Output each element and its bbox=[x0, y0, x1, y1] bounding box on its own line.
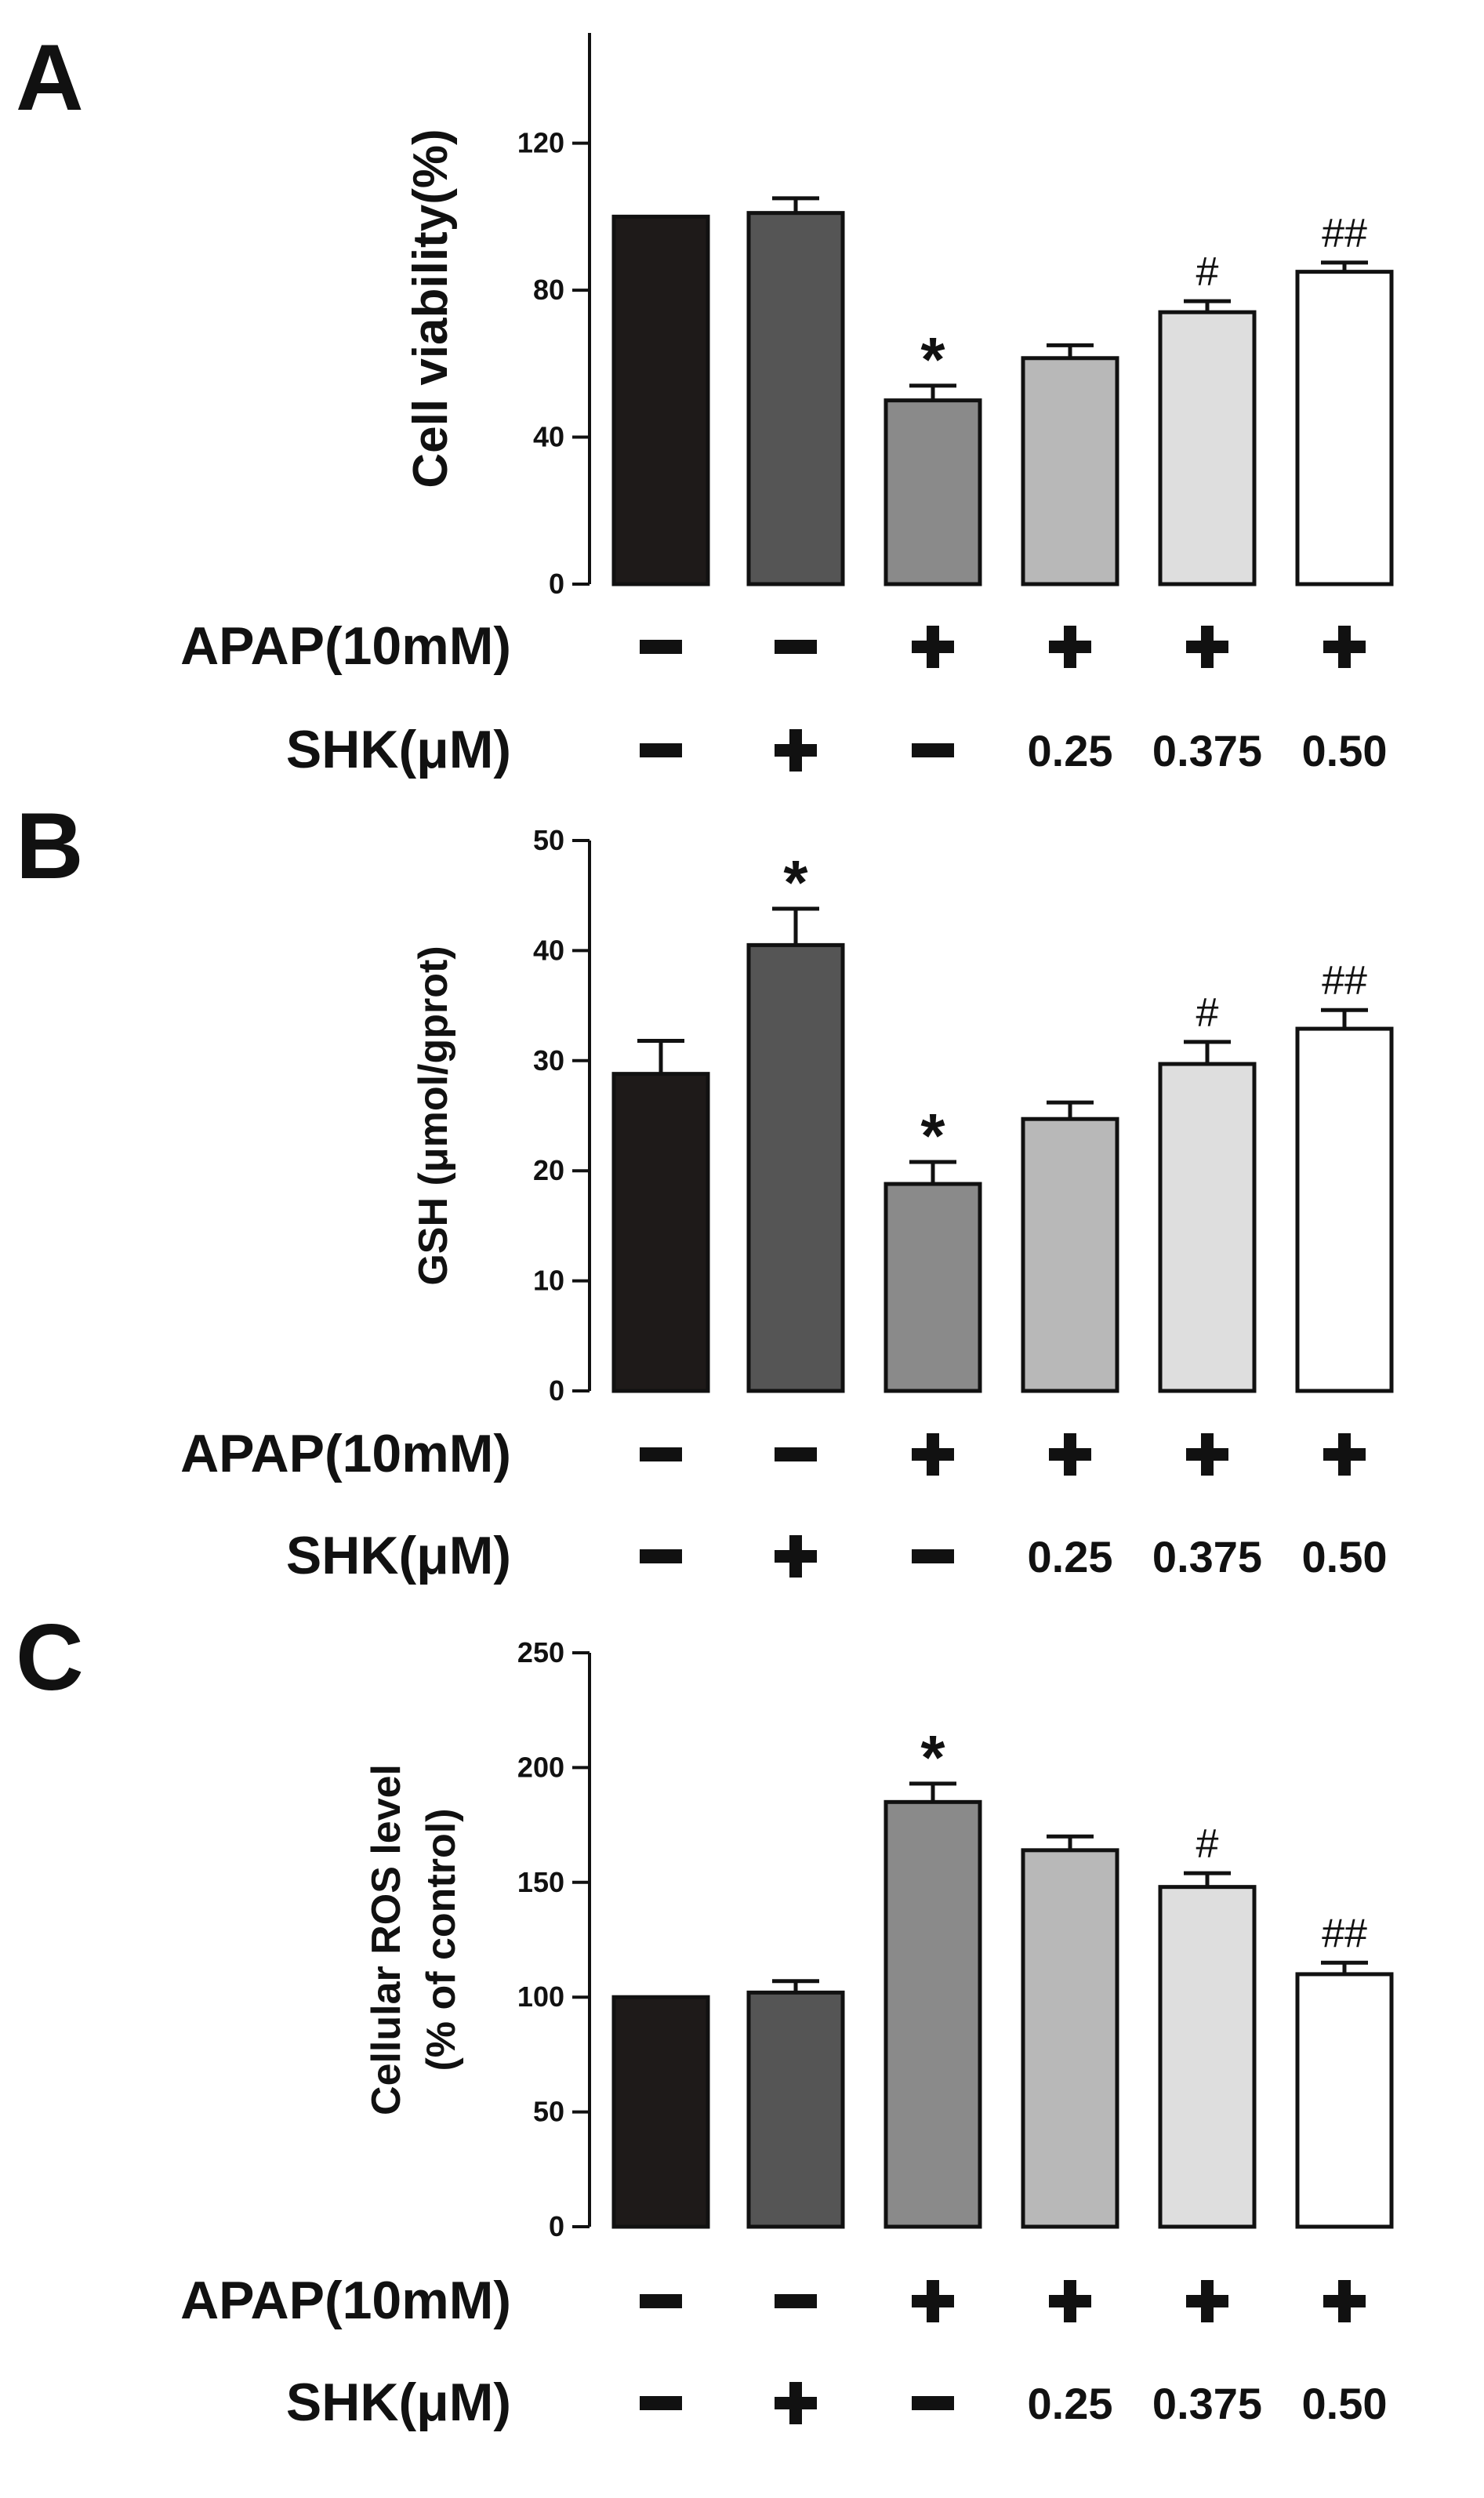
minus-symbol bbox=[912, 2396, 954, 2410]
y-tick-label: 150 bbox=[517, 1866, 564, 1898]
y-tick-label: 0 bbox=[549, 568, 564, 600]
y-tick-label: 0 bbox=[549, 1374, 564, 1407]
row-value: 0.25 bbox=[1028, 1532, 1113, 1581]
row-label: SHK(μM) bbox=[286, 1526, 511, 1585]
bar bbox=[611, 214, 710, 586]
row-label: SHK(μM) bbox=[286, 720, 511, 779]
y-axis-title: (% of control) bbox=[419, 1808, 464, 2071]
bar bbox=[884, 1799, 982, 2229]
bar bbox=[1021, 1116, 1119, 1393]
row-value: 0.25 bbox=[1028, 2379, 1113, 2428]
minus-symbol bbox=[912, 743, 954, 757]
bar bbox=[1295, 1026, 1394, 1393]
significance-label: # bbox=[1196, 1821, 1219, 1867]
minus-symbol bbox=[640, 743, 682, 757]
y-tick-label: 40 bbox=[533, 934, 564, 966]
bar bbox=[611, 1995, 710, 2229]
plus-symbol bbox=[1064, 626, 1076, 668]
minus-symbol bbox=[640, 1549, 682, 1563]
bar bbox=[746, 211, 845, 586]
plus-symbol bbox=[1201, 1433, 1214, 1476]
plus-symbol bbox=[927, 1433, 939, 1476]
row-value: 0.50 bbox=[1302, 726, 1388, 775]
plus-symbol bbox=[789, 729, 802, 772]
bar bbox=[1021, 356, 1119, 586]
plus-symbol bbox=[927, 626, 939, 668]
y-tick-label: 250 bbox=[517, 1636, 564, 1668]
bar bbox=[1021, 1848, 1119, 2229]
plus-symbol bbox=[1064, 1433, 1076, 1476]
minus-symbol bbox=[640, 2294, 682, 2308]
bar bbox=[611, 1072, 710, 1393]
significance-label: # bbox=[1196, 249, 1219, 295]
y-tick-label: 10 bbox=[533, 1265, 564, 1297]
y-tick-label: 200 bbox=[517, 1751, 564, 1783]
plus-symbol bbox=[927, 2280, 939, 2322]
y-axis-title: GSH (μmol/gprot) bbox=[411, 946, 456, 1285]
row-value: 0.25 bbox=[1028, 726, 1113, 775]
row-value: 0.375 bbox=[1152, 726, 1262, 775]
minus-symbol bbox=[775, 640, 817, 654]
row-value: 0.50 bbox=[1302, 2379, 1388, 2428]
row-value: 0.375 bbox=[1152, 1532, 1262, 1581]
minus-symbol bbox=[640, 2396, 682, 2410]
plus-symbol bbox=[1338, 1433, 1351, 1476]
y-tick-label: 100 bbox=[517, 1981, 564, 2013]
y-tick-label: 20 bbox=[533, 1154, 564, 1186]
significance-label: ## bbox=[1322, 958, 1367, 1004]
y-axis-title: Cell viability(%) bbox=[404, 129, 458, 488]
panel-label: A bbox=[16, 25, 84, 130]
row-label: APAP(10mM) bbox=[180, 616, 511, 676]
plus-symbol bbox=[1064, 2280, 1076, 2322]
significance-label: * bbox=[920, 1723, 945, 1792]
bar bbox=[1295, 1972, 1394, 2229]
y-tick-label: 40 bbox=[533, 421, 564, 453]
bar bbox=[746, 1990, 845, 2229]
plus-symbol bbox=[1338, 626, 1351, 668]
significance-label: * bbox=[920, 325, 945, 394]
bar bbox=[1158, 1885, 1257, 2229]
plus-symbol bbox=[1201, 626, 1214, 668]
y-tick-label: 80 bbox=[533, 274, 564, 306]
minus-symbol bbox=[912, 1549, 954, 1563]
row-label: APAP(10mM) bbox=[180, 2271, 511, 2330]
significance-label: # bbox=[1196, 990, 1219, 1036]
bar bbox=[884, 1182, 982, 1393]
bar bbox=[746, 942, 845, 1393]
y-tick-label: 0 bbox=[549, 2210, 564, 2242]
y-tick-label: 30 bbox=[533, 1044, 564, 1077]
minus-symbol bbox=[640, 1447, 682, 1461]
significance-label: * bbox=[920, 1101, 945, 1171]
significance-label: * bbox=[783, 848, 808, 917]
significance-label: ## bbox=[1322, 1911, 1367, 1956]
bar bbox=[1295, 270, 1394, 586]
significance-label: ## bbox=[1322, 211, 1367, 256]
row-label: APAP(10mM) bbox=[180, 1424, 511, 1483]
plus-symbol bbox=[789, 2382, 802, 2424]
panel-label: B bbox=[16, 793, 84, 899]
panel-label: C bbox=[16, 1605, 84, 1710]
bar bbox=[1158, 310, 1257, 586]
plus-symbol bbox=[789, 1535, 802, 1578]
y-axis-title: Cellular ROS level bbox=[364, 1764, 409, 2115]
plus-symbol bbox=[1338, 2280, 1351, 2322]
minus-symbol bbox=[775, 2294, 817, 2308]
minus-symbol bbox=[775, 1447, 817, 1461]
bar bbox=[884, 398, 982, 586]
row-value: 0.375 bbox=[1152, 2379, 1262, 2428]
row-label: SHK(μM) bbox=[286, 2373, 511, 2432]
minus-symbol bbox=[640, 640, 682, 654]
y-tick-label: 120 bbox=[517, 127, 564, 159]
bar bbox=[1158, 1062, 1257, 1393]
y-tick-label: 50 bbox=[533, 824, 564, 856]
plus-symbol bbox=[1201, 2280, 1214, 2322]
chart-panel-c: C 0 50 100 150 200 250 Cellular ROS level (% of … bbox=[16, 1605, 1394, 2432]
row-value: 0.50 bbox=[1302, 1532, 1388, 1581]
y-tick-label: 50 bbox=[533, 2096, 564, 2128]
